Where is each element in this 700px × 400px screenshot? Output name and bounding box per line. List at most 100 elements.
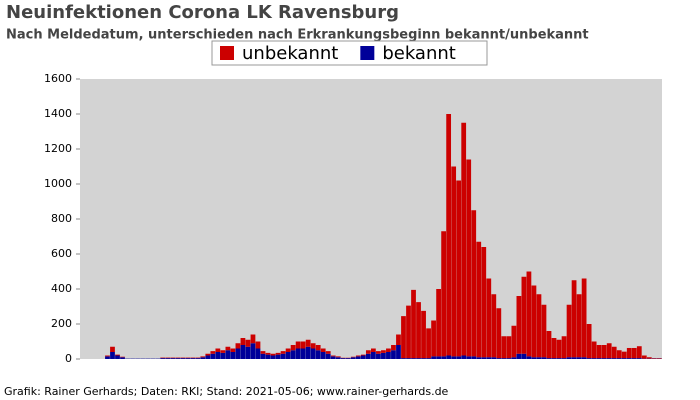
bar [360,355,366,359]
bar [355,356,361,359]
bar [536,294,542,358]
bar [626,358,632,359]
bar [265,352,271,355]
bar [591,341,597,359]
legend-label: unbekannt [242,43,338,64]
bar [601,358,607,359]
bar [270,353,276,356]
bar [431,356,436,359]
bar [210,353,216,359]
y-tick-label: 600 [51,247,72,260]
bar [110,352,115,359]
bar [546,358,552,359]
bar [185,357,191,359]
bar [300,348,306,359]
y-tick-label: 400 [51,282,72,295]
bar [245,339,251,347]
bar [376,351,381,354]
bar [506,336,512,359]
bar [376,353,381,359]
bar [230,352,236,359]
bar [486,278,492,358]
bar [456,180,462,357]
bar [391,350,396,359]
bar [110,346,115,352]
legend-swatch [220,46,234,60]
bar [421,310,426,359]
bar [411,289,416,359]
bar [616,350,622,359]
bar [581,357,587,359]
bar [441,356,447,359]
bar [305,339,311,347]
y-tick-label: 200 [51,317,72,330]
bar [260,351,266,354]
bar [280,351,286,354]
bar [461,355,467,359]
bar [611,346,617,359]
bar [275,352,281,355]
bar [320,348,326,352]
bar [576,294,582,358]
bar [180,357,186,359]
bar [330,356,336,359]
bar [396,334,401,345]
bar [566,304,572,358]
bar [381,350,386,353]
bar [175,358,181,359]
bar [621,351,627,359]
bar [250,334,256,344]
bar [115,354,120,356]
bar [446,355,452,359]
bar [411,358,416,359]
bar [566,357,572,359]
bar [471,356,477,359]
bar [571,280,577,358]
bar [421,358,426,359]
bar [325,353,331,359]
bar [190,358,196,359]
bar [471,210,477,357]
bar [436,289,441,357]
bar [325,351,331,354]
bar [601,345,607,359]
bar [210,351,216,354]
bar [436,356,441,359]
bar [621,358,627,359]
bar [656,358,662,359]
bar [215,352,221,359]
bar [245,346,251,359]
bar [481,357,487,359]
bar [416,358,421,359]
bar [646,357,652,359]
bar [531,357,537,359]
bar [330,355,336,357]
bar [170,358,176,359]
bar [185,358,191,359]
bar [315,350,321,359]
y-tick-label: 1400 [44,107,72,120]
bar [636,358,642,359]
bar [205,355,211,359]
bar [461,122,467,356]
bar [105,355,110,357]
bar [305,346,311,359]
bar [235,348,241,359]
bar [431,320,436,357]
bar [556,358,562,359]
bar [290,350,296,359]
bar [576,357,582,359]
bar [360,354,366,356]
bar [280,353,286,359]
chart-title: Neuinfektionen Corona LK Ravensburg [6,2,399,23]
bar [506,358,512,359]
bar [551,338,557,359]
y-tick-label: 1600 [44,72,72,85]
bar [476,241,482,358]
bar [406,358,411,359]
bar [586,358,592,359]
bar [626,347,632,359]
bar [115,355,120,359]
bar [501,358,507,359]
bar [641,355,647,359]
